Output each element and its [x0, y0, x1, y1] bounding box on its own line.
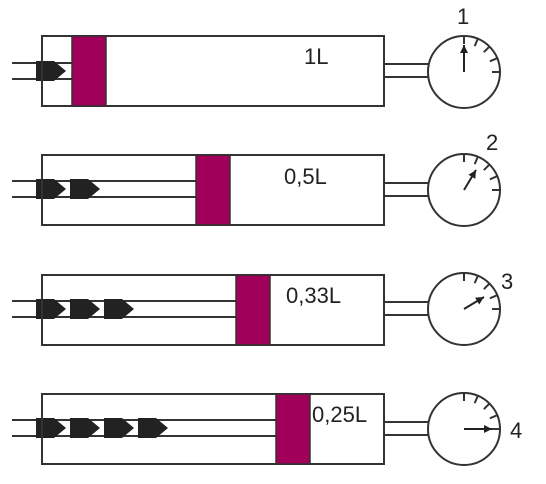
- pressure-gauge: [428, 273, 500, 345]
- volume-label: 1L: [304, 44, 328, 69]
- volume-label: 0,5L: [284, 164, 327, 189]
- outlet-tube: [384, 302, 430, 315]
- pressure-gauge: [428, 154, 500, 226]
- row-4: 0,25L 4: [12, 393, 522, 465]
- piston: [276, 394, 310, 464]
- row-1: 1L 1: [12, 4, 500, 108]
- volume-label: 0,33L: [286, 283, 341, 308]
- outlet-tube: [384, 183, 430, 196]
- outlet-tube: [384, 64, 430, 77]
- row-3: 0,33L 3: [12, 269, 513, 345]
- gauge-number: 3: [501, 269, 513, 294]
- piston: [236, 275, 270, 345]
- pressure-gauge: [428, 393, 500, 465]
- gauge-number: 1: [457, 4, 469, 29]
- volume-label: 0,25L: [312, 402, 367, 427]
- piston: [72, 36, 106, 106]
- outlet-tube: [384, 422, 430, 435]
- row-2: 0,5L 2: [12, 130, 500, 226]
- pressure-gauge: [428, 36, 500, 108]
- piston: [196, 155, 230, 225]
- gauge-number: 2: [486, 130, 498, 155]
- gauge-number: 4: [510, 418, 522, 443]
